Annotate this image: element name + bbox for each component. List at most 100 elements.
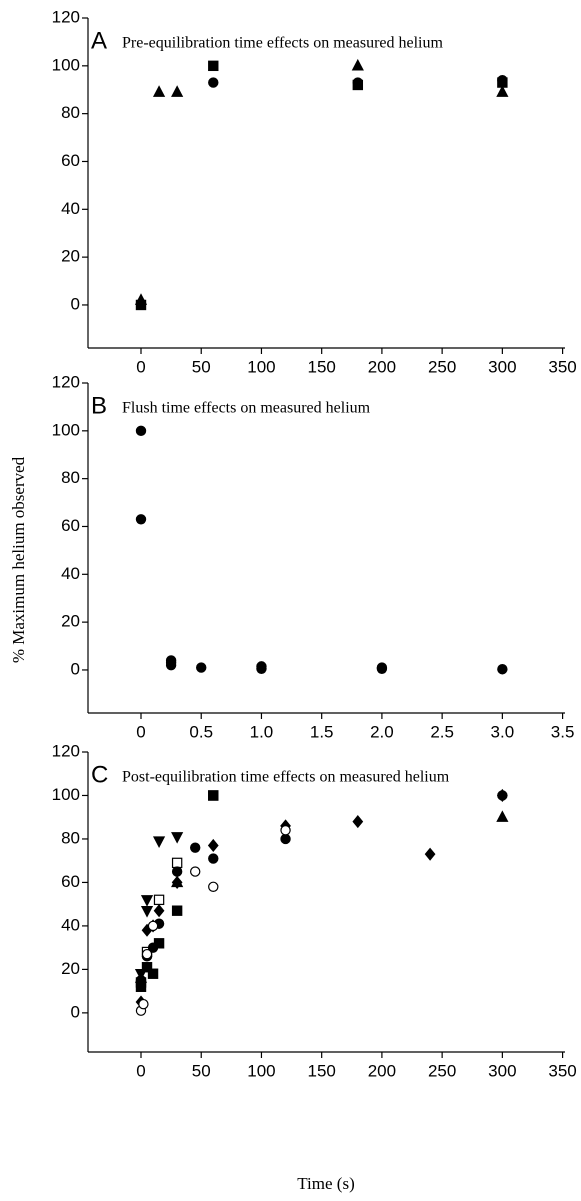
x-tick-label: 200 (368, 1061, 396, 1080)
x-tick-label: 300 (488, 357, 516, 376)
y-tick-label: 80 (61, 468, 80, 487)
point (207, 838, 219, 853)
y-tick-label: 0 (71, 659, 80, 678)
point (424, 847, 436, 861)
point (135, 298, 147, 309)
point (135, 514, 147, 525)
point (280, 833, 291, 845)
x-tick-label: 2.5 (430, 722, 454, 741)
y-tick-label: 100 (52, 420, 80, 439)
panel-label: A (91, 27, 107, 54)
y-tick-label: 20 (61, 247, 80, 266)
point (141, 948, 153, 960)
point (208, 881, 219, 892)
point (141, 962, 153, 973)
point (171, 857, 183, 869)
y-tick-label: 80 (61, 103, 80, 122)
y-tick-label: 100 (52, 55, 80, 74)
point (376, 662, 388, 673)
point (135, 425, 147, 437)
y-tick-label: 120 (52, 7, 80, 26)
panel-label: C (91, 761, 108, 788)
point (208, 853, 219, 864)
point (152, 85, 166, 97)
panel-label: B (91, 392, 107, 419)
point (208, 60, 219, 72)
x-tick-label: 350 (548, 357, 576, 376)
point (165, 659, 177, 671)
x-tick-label: 150 (307, 1061, 335, 1080)
y-tick-label: 40 (61, 564, 80, 583)
point (171, 875, 184, 888)
x-tick-label: 0 (136, 357, 145, 376)
x-tick-label: 300 (488, 1061, 516, 1080)
x-tick-label: 50 (192, 357, 211, 376)
point (497, 74, 508, 86)
point (140, 895, 154, 907)
x-tick-label: 200 (368, 357, 396, 376)
point (190, 842, 201, 853)
y-tick-label: 0 (71, 294, 80, 313)
point (140, 905, 154, 918)
x-tick-label: 1.0 (250, 722, 274, 741)
point (153, 904, 165, 918)
y-tick-label: 60 (61, 872, 80, 891)
y-tick-label: 40 (61, 915, 80, 934)
point (153, 894, 165, 906)
point (208, 77, 219, 88)
x-tick-label: 3.0 (491, 722, 515, 741)
panel-title: Flush time effects on measured helium (122, 400, 371, 417)
point (134, 971, 148, 983)
y-tick-label: 40 (61, 199, 80, 218)
point (497, 790, 508, 801)
point (280, 825, 291, 836)
x-tick-label: 0 (136, 722, 145, 741)
x-tick-label: 0.5 (189, 722, 213, 741)
point (256, 663, 267, 674)
x-tick-label: 250 (428, 1061, 456, 1080)
x-axis-label: Time (s) (297, 1174, 354, 1193)
y-tick-label: 100 (52, 785, 80, 804)
point (171, 866, 183, 877)
point (190, 866, 201, 877)
x-tick-label: 3.5 (551, 722, 575, 741)
x-tick-label: 1.5 (310, 722, 334, 741)
y-axis-label: % Maximum helium observed (9, 456, 28, 663)
x-tick-label: 0 (136, 1061, 145, 1080)
y-tick-label: 60 (61, 151, 80, 170)
y-tick-label: 0 (71, 1002, 80, 1021)
x-tick-label: 100 (247, 357, 275, 376)
point (196, 662, 207, 673)
point (152, 836, 166, 849)
point (351, 58, 364, 71)
y-tick-label: 120 (52, 741, 80, 760)
point (496, 810, 509, 822)
x-tick-label: 50 (192, 1061, 211, 1080)
panel-title: Post-equilibration time effects on measu… (122, 769, 450, 786)
y-tick-label: 120 (52, 372, 80, 391)
x-tick-label: 350 (548, 1061, 576, 1080)
y-tick-label: 80 (61, 828, 80, 847)
x-tick-label: 100 (247, 1061, 275, 1080)
point (171, 905, 183, 916)
point (138, 998, 149, 1010)
point (171, 85, 184, 97)
y-tick-label: 60 (61, 516, 80, 535)
panel-title: Pre-equilibration time effects on measur… (122, 35, 443, 52)
point (171, 832, 184, 844)
point (352, 815, 364, 829)
point (496, 85, 509, 97)
y-tick-label: 20 (61, 959, 80, 978)
point (147, 920, 159, 932)
x-tick-label: 150 (307, 357, 335, 376)
x-tick-label: 250 (428, 357, 456, 376)
point (147, 942, 159, 953)
x-tick-label: 2.0 (370, 722, 394, 741)
point (147, 968, 159, 979)
point (208, 790, 219, 801)
y-tick-label: 20 (61, 612, 80, 631)
point (497, 664, 508, 675)
point (352, 77, 364, 88)
